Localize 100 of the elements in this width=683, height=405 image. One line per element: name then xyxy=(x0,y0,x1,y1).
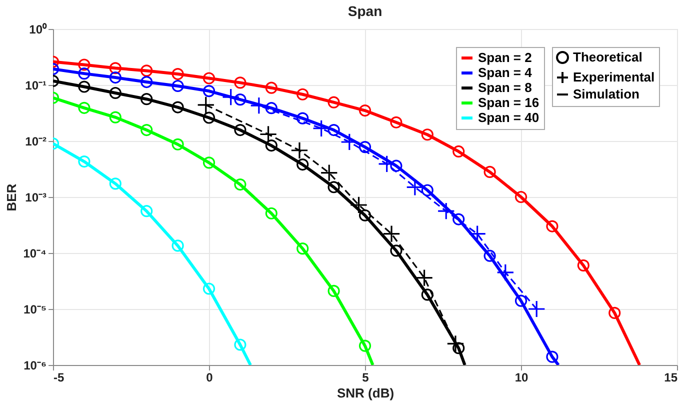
point xyxy=(222,88,240,106)
point xyxy=(446,334,464,353)
point xyxy=(109,178,122,190)
point xyxy=(358,141,372,154)
legend-label: Span = 40 xyxy=(478,110,540,125)
point xyxy=(78,68,90,80)
x-tick-label: 10 xyxy=(514,370,528,384)
point xyxy=(528,300,546,318)
point xyxy=(577,259,590,272)
point xyxy=(437,202,455,220)
point xyxy=(202,156,216,169)
point xyxy=(172,80,184,92)
point xyxy=(328,181,340,194)
y-tick-label: 10⁻² xyxy=(25,134,47,148)
point xyxy=(202,85,216,98)
point xyxy=(250,96,268,114)
point xyxy=(358,104,372,117)
point xyxy=(234,76,246,89)
point xyxy=(390,244,402,257)
point xyxy=(202,282,216,295)
point xyxy=(358,340,372,352)
point xyxy=(202,112,216,124)
point xyxy=(452,342,465,354)
y-tick-label: 10⁻⁶ xyxy=(24,358,46,372)
chart-title: Span xyxy=(348,3,382,19)
point xyxy=(406,178,424,196)
point xyxy=(421,128,434,141)
point xyxy=(202,72,216,84)
y-tick-label: 10⁻⁴ xyxy=(23,246,47,260)
y-tick-label: 10⁻⁵ xyxy=(24,302,46,316)
y-tick-label: 10⁻³ xyxy=(25,190,47,204)
legend-label: Experimental xyxy=(573,70,655,84)
legend-label: Span = 2 xyxy=(478,50,532,65)
point xyxy=(140,93,153,106)
point xyxy=(140,76,153,88)
point xyxy=(514,294,528,307)
point xyxy=(421,184,434,196)
point xyxy=(514,190,528,204)
point xyxy=(290,142,308,160)
point xyxy=(390,160,402,172)
point xyxy=(109,62,122,74)
point xyxy=(421,288,434,301)
point xyxy=(296,242,309,255)
point xyxy=(140,64,153,77)
x-tick-label: 15 xyxy=(664,370,678,384)
point xyxy=(328,96,340,108)
legend-label: Simulation xyxy=(573,86,640,102)
point xyxy=(328,124,340,136)
y-tick-label: 10⁰ xyxy=(29,22,48,36)
point xyxy=(172,101,184,114)
point xyxy=(197,96,215,114)
point xyxy=(140,205,153,218)
point xyxy=(415,268,434,287)
point xyxy=(358,209,372,222)
point xyxy=(140,124,153,136)
point xyxy=(109,71,122,84)
point xyxy=(234,338,246,351)
point xyxy=(328,284,340,297)
point xyxy=(296,88,309,100)
point xyxy=(340,133,358,151)
point xyxy=(234,178,246,191)
point xyxy=(172,68,184,80)
x-axis-title: SNR (dB) xyxy=(336,386,394,400)
point xyxy=(259,125,278,144)
point xyxy=(484,250,496,262)
point xyxy=(109,86,122,100)
point xyxy=(265,140,278,152)
point xyxy=(378,155,396,173)
point xyxy=(78,155,90,168)
point xyxy=(109,111,122,124)
point xyxy=(296,112,309,124)
point xyxy=(452,145,465,158)
point xyxy=(265,207,278,220)
point xyxy=(484,166,496,178)
legend-label: Span = 4 xyxy=(478,65,533,80)
point xyxy=(172,240,184,252)
point xyxy=(350,196,368,214)
point xyxy=(320,164,338,182)
point xyxy=(265,102,278,114)
point xyxy=(234,94,246,106)
point xyxy=(78,58,90,71)
point xyxy=(390,116,402,128)
x-tick-label: -5 xyxy=(54,370,64,384)
legend-label: Theoretical xyxy=(573,50,642,64)
x-tick-label: 0 xyxy=(206,370,214,384)
point xyxy=(546,350,558,363)
point xyxy=(608,306,621,319)
point xyxy=(234,124,246,136)
point xyxy=(382,224,400,243)
point xyxy=(78,102,90,114)
point xyxy=(265,82,278,94)
point xyxy=(78,80,90,93)
x-tick-label: 5 xyxy=(362,370,370,384)
point xyxy=(452,213,465,226)
legend-label: Span = 16 xyxy=(478,95,540,110)
y-tick-label: 10⁻¹ xyxy=(25,78,47,92)
legend-label: Span = 8 xyxy=(478,80,532,95)
point xyxy=(172,138,184,150)
y-axis-title: BER xyxy=(4,183,20,212)
point xyxy=(296,158,309,171)
